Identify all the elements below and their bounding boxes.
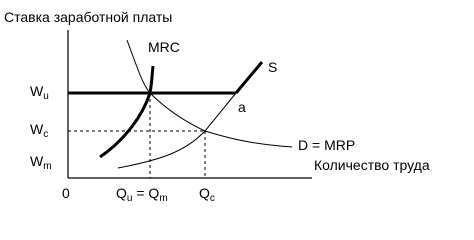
q-main: Q	[148, 185, 159, 201]
mrc-label: MRC	[148, 39, 180, 55]
wage-main: W	[30, 153, 44, 169]
q-main: Q	[199, 185, 210, 201]
title: Ставка заработной платы	[4, 9, 172, 25]
quantity-label: Qc	[199, 185, 215, 204]
q-equals: =	[132, 185, 148, 201]
q-sub: m	[159, 193, 167, 204]
supply-curve-thick	[234, 61, 264, 94]
q-sub: u	[127, 193, 133, 204]
demand-curve	[126, 39, 293, 148]
mrc-curve	[99, 65, 155, 159]
wage-sub: c	[43, 129, 48, 140]
wage-label: Wm	[30, 153, 52, 172]
q-main: Q	[116, 185, 127, 201]
wage-sub: m	[43, 161, 51, 172]
demand-label: D = MRP	[298, 137, 355, 153]
wage-sub: u	[43, 91, 49, 102]
wage-label: Wc	[30, 121, 48, 140]
diagram: Ставка заработной платы MRC S a D = MRP …	[4, 9, 430, 204]
wage-label: Wu	[30, 83, 49, 102]
quantity-label: Qu = Qm	[116, 185, 168, 204]
supply-label: S	[268, 59, 277, 75]
point-label: a	[238, 99, 246, 115]
wage-main: W	[30, 83, 44, 99]
q-sub: c	[210, 193, 215, 204]
origin-label: 0	[62, 185, 70, 201]
wage-main: W	[30, 121, 44, 137]
x-axis-label: Количество труда	[314, 157, 430, 173]
supply-curve	[117, 92, 237, 169]
